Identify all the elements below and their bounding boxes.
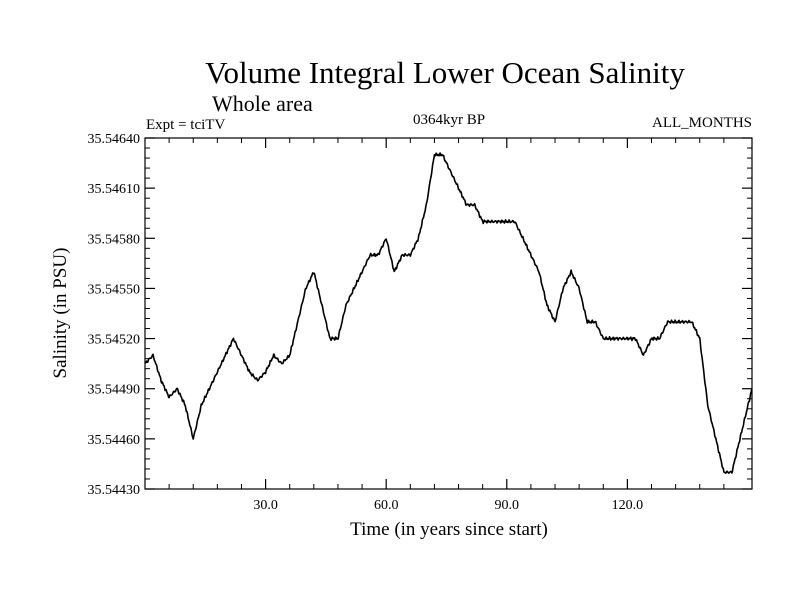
experiment-label: Expt = tciTV [146,117,225,133]
x-tick-label: 60.0 [374,498,399,513]
y-tick-label: 35.54610 [88,182,141,197]
y-tick-label: 35.54460 [88,433,141,448]
series-line-salinity [144,152,753,475]
months-label: ALL_MONTHS [652,115,752,131]
x-tick-label: 30.0 [253,498,278,513]
y-tick-label: 35.54550 [88,282,141,297]
plot-frame [144,137,753,490]
y-tick-label: 35.54430 [88,483,141,498]
chart-subtitle: Whole area [212,91,313,116]
axis-tick-labels: 30.0 60.0 90.0 120.0 35.54430 35.54460 35.5449… [88,132,644,513]
axis-ticks [145,137,752,490]
y-tick-label: 35.54490 [88,383,141,398]
chart-title: Volume Integral Lower Ocean Salinity [205,55,685,90]
y-tick-label: 35.54520 [88,333,141,348]
y-tick-label: 35.54580 [88,232,141,247]
period-label: 0364kyr BP [413,112,485,128]
y-axis-label: Salinity (in PSU) [50,248,71,379]
series-group [144,152,753,475]
x-tick-label: 90.0 [495,498,520,513]
y-tick-label: 35.54640 [88,132,141,147]
x-tick-label: 120.0 [612,498,644,513]
x-axis-label: Time (in years since start) [350,519,548,540]
